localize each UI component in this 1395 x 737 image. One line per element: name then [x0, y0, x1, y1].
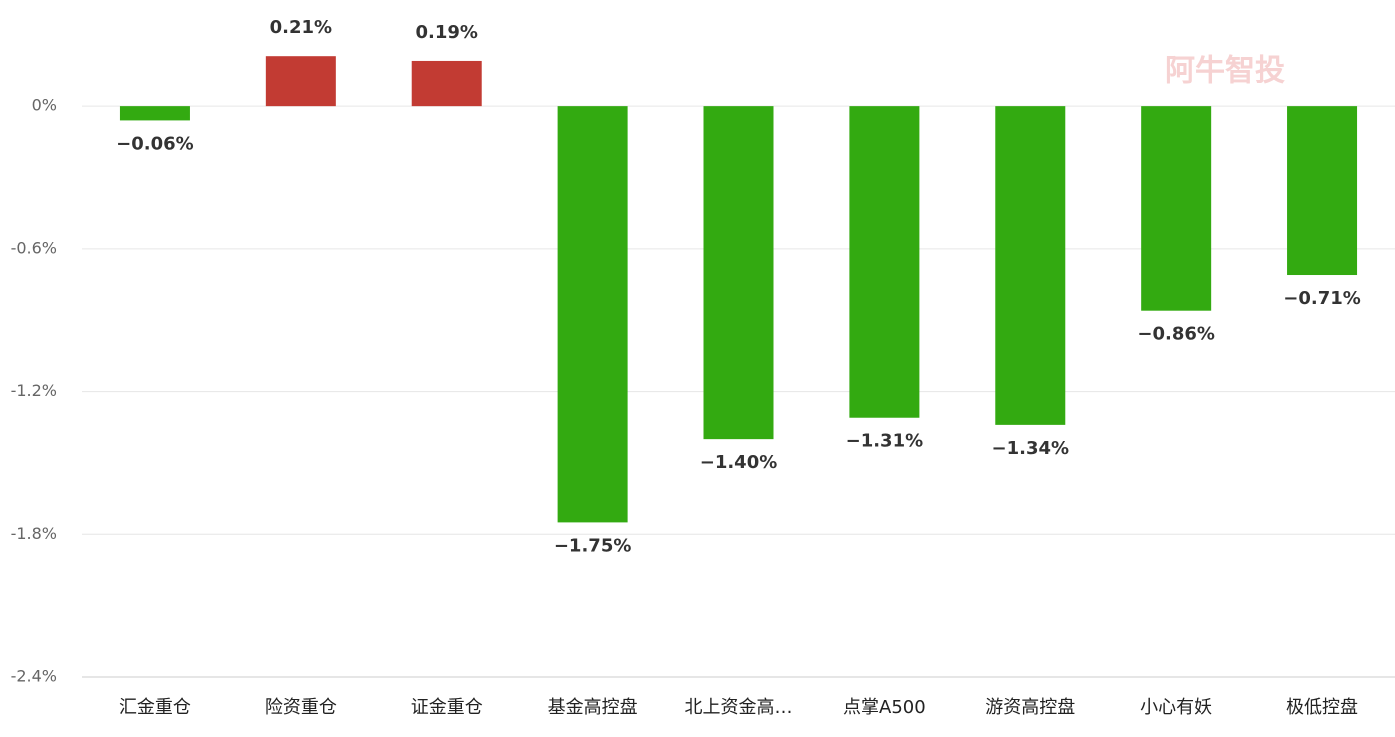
bar [411, 60, 482, 107]
y-tick-label: -0.6% [11, 238, 57, 257]
bar [1287, 106, 1358, 276]
x-tick-label: 极低控盘 [1286, 697, 1358, 718]
y-tick-label: -1.2% [11, 381, 57, 400]
value-label: −1.75% [554, 535, 632, 556]
value-label: −0.86% [1137, 324, 1215, 345]
y-tick-label: -1.8% [11, 524, 57, 543]
value-label: 0.19% [415, 22, 477, 43]
bar [995, 106, 1066, 425]
x-tick-label: 险资重仓 [265, 697, 337, 718]
x-tick-label: 证金重仓 [411, 697, 483, 718]
value-label: −0.71% [1283, 288, 1361, 309]
value-label: −1.40% [700, 452, 778, 473]
bar [849, 106, 920, 418]
bar [557, 106, 628, 523]
bar [703, 106, 774, 440]
bar [119, 106, 190, 121]
value-label: 0.21% [270, 17, 332, 38]
x-tick-label: 基金高控盘 [548, 697, 638, 718]
x-tick-label: 游资高控盘 [985, 697, 1075, 718]
x-tick-label: 北上资金高… [685, 697, 793, 718]
value-label: −0.06% [116, 133, 194, 154]
x-tick-label: 点掌A500 [843, 697, 926, 718]
value-label: −1.34% [992, 438, 1070, 459]
x-tick-label: 小心有妖 [1140, 697, 1212, 718]
y-tick-label: -2.4% [11, 667, 57, 686]
watermark: 阿牛智投 [1165, 54, 1285, 89]
value-label: −1.31% [846, 431, 924, 452]
bar [265, 56, 336, 107]
y-tick-label: 0% [32, 96, 57, 115]
x-tick-label: 汇金重仓 [119, 697, 191, 718]
bar [1141, 106, 1212, 311]
